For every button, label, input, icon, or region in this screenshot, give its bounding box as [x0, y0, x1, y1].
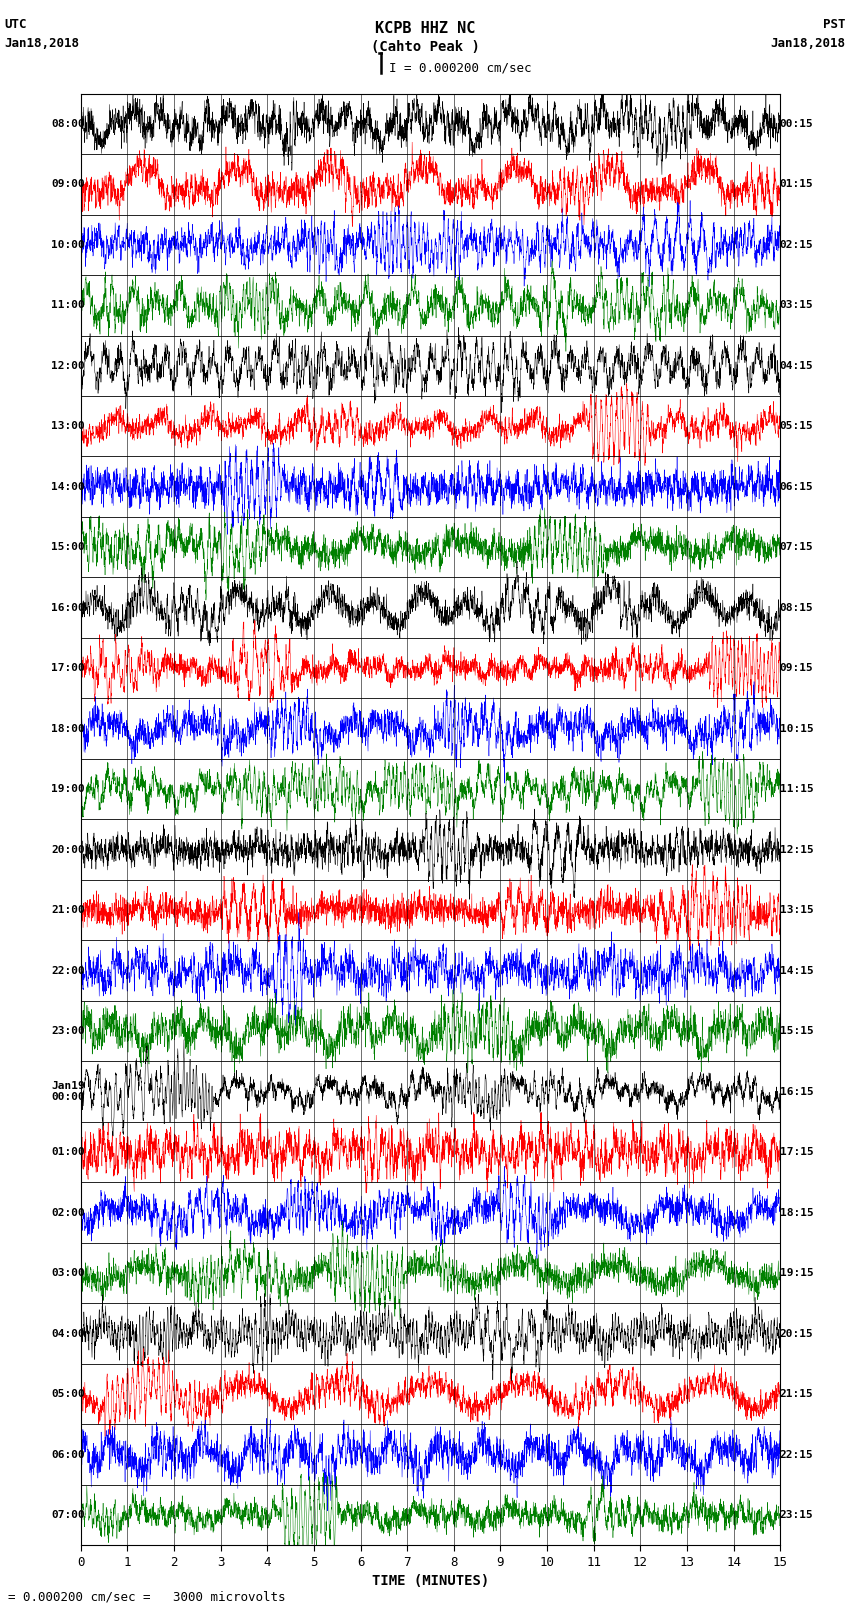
Text: 15:00: 15:00	[51, 542, 85, 552]
Text: 15:15: 15:15	[779, 1026, 813, 1036]
Text: 20:00: 20:00	[51, 845, 85, 855]
Text: 19:15: 19:15	[779, 1268, 813, 1277]
Text: 09:00: 09:00	[51, 179, 85, 189]
Text: 01:00: 01:00	[51, 1147, 85, 1157]
Text: 09:15: 09:15	[779, 663, 813, 673]
Text: 21:00: 21:00	[51, 905, 85, 915]
Text: 19:00: 19:00	[51, 784, 85, 794]
Text: I = 0.000200 cm/sec: I = 0.000200 cm/sec	[389, 61, 532, 74]
Text: 11:15: 11:15	[779, 784, 813, 794]
Text: 16:00: 16:00	[51, 603, 85, 613]
Text: 06:15: 06:15	[779, 482, 813, 492]
Text: 13:00: 13:00	[51, 421, 85, 431]
Text: 04:00: 04:00	[51, 1329, 85, 1339]
Text: 22:15: 22:15	[779, 1450, 813, 1460]
Text: 00:15: 00:15	[779, 119, 813, 129]
Text: 12:15: 12:15	[779, 845, 813, 855]
Text: (Cahto Peak ): (Cahto Peak )	[371, 40, 479, 55]
Text: 17:00: 17:00	[51, 663, 85, 673]
Text: Jan18,2018: Jan18,2018	[4, 37, 79, 50]
Text: 16:15: 16:15	[779, 1087, 813, 1097]
Text: 22:00: 22:00	[51, 966, 85, 976]
Text: 07:00: 07:00	[51, 1510, 85, 1519]
Text: 05:00: 05:00	[51, 1389, 85, 1398]
Text: 01:15: 01:15	[779, 179, 813, 189]
Text: 10:00: 10:00	[51, 240, 85, 250]
Text: 08:00: 08:00	[51, 119, 85, 129]
Text: UTC: UTC	[4, 18, 26, 31]
Text: 23:15: 23:15	[779, 1510, 813, 1519]
Text: 06:00: 06:00	[51, 1450, 85, 1460]
Text: KCPB HHZ NC: KCPB HHZ NC	[375, 21, 475, 35]
Text: 07:15: 07:15	[779, 542, 813, 552]
Text: 05:15: 05:15	[779, 421, 813, 431]
Text: 12:00: 12:00	[51, 361, 85, 371]
Text: 14:00: 14:00	[51, 482, 85, 492]
Text: = 0.000200 cm/sec =   3000 microvolts: = 0.000200 cm/sec = 3000 microvolts	[8, 1590, 286, 1603]
Text: 17:15: 17:15	[779, 1147, 813, 1157]
Text: Jan18,2018: Jan18,2018	[771, 37, 846, 50]
Text: 18:15: 18:15	[779, 1208, 813, 1218]
Text: 04:15: 04:15	[779, 361, 813, 371]
Text: Jan19
00:00: Jan19 00:00	[51, 1081, 85, 1102]
Text: 03:15: 03:15	[779, 300, 813, 310]
X-axis label: TIME (MINUTES): TIME (MINUTES)	[372, 1574, 489, 1589]
Text: 18:00: 18:00	[51, 724, 85, 734]
Text: PST: PST	[824, 18, 846, 31]
Text: 10:15: 10:15	[779, 724, 813, 734]
Text: 02:15: 02:15	[779, 240, 813, 250]
Text: 23:00: 23:00	[51, 1026, 85, 1036]
Text: 11:00: 11:00	[51, 300, 85, 310]
Text: 03:00: 03:00	[51, 1268, 85, 1277]
Text: 02:00: 02:00	[51, 1208, 85, 1218]
Text: 08:15: 08:15	[779, 603, 813, 613]
Text: 14:15: 14:15	[779, 966, 813, 976]
Text: 20:15: 20:15	[779, 1329, 813, 1339]
Text: 13:15: 13:15	[779, 905, 813, 915]
Text: 21:15: 21:15	[779, 1389, 813, 1398]
